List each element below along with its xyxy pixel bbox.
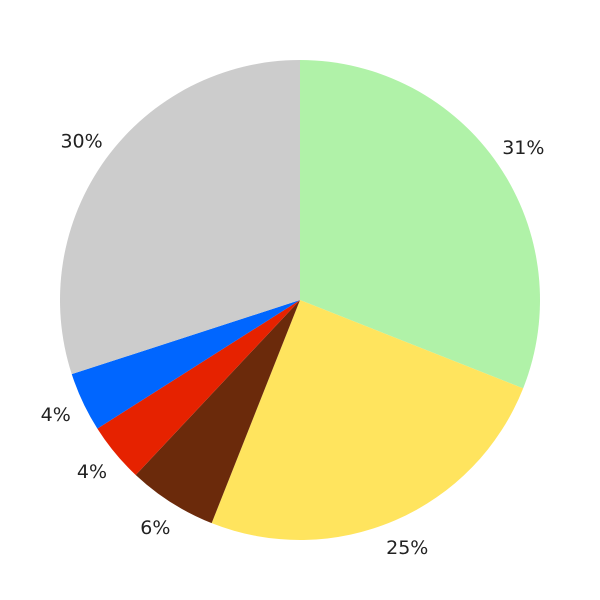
pie-labels: 31% 25% 6% 4% 4% 30% bbox=[41, 130, 545, 558]
pie-slice bbox=[97, 300, 300, 475]
pie-slice bbox=[300, 60, 540, 389]
pie-slice bbox=[211, 300, 524, 541]
slice-label: 31% bbox=[502, 137, 544, 159]
pie-slice bbox=[71, 300, 301, 429]
pie-slices bbox=[59, 60, 540, 541]
pie-slice bbox=[135, 300, 300, 524]
pie-slice bbox=[59, 60, 300, 375]
slice-label: 4% bbox=[41, 404, 71, 426]
slice-label: 4% bbox=[77, 461, 107, 483]
slice-label: 30% bbox=[60, 130, 102, 152]
slice-label: 6% bbox=[140, 517, 170, 539]
slice-label: 25% bbox=[386, 537, 428, 559]
